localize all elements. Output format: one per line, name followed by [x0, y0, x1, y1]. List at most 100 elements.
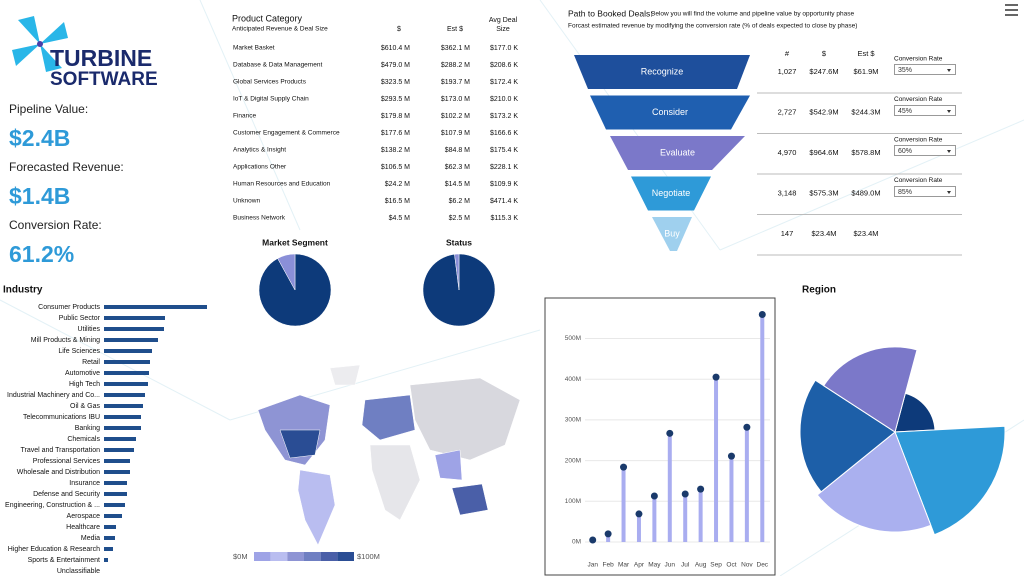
- y-tick-label: Utilities: [77, 326, 100, 333]
- x-tick-label: Aug: [695, 562, 707, 569]
- y-tick-label: Automotive: [65, 370, 100, 377]
- column-header: $: [397, 26, 401, 33]
- chart-title: Market Segment: [262, 237, 328, 247]
- table-cell: $173.0 M: [441, 96, 470, 103]
- chart-frame: [544, 297, 776, 576]
- table-cell: $2.5 M: [449, 215, 471, 222]
- funnel-stage: [574, 55, 750, 89]
- bar: [104, 536, 115, 540]
- legend-swatch: [254, 552, 271, 561]
- conversion-rate-dropdown[interactable]: 35%: [894, 64, 956, 75]
- table-cell: $107.9 M: [441, 130, 470, 137]
- x-tick-label: Mar: [618, 562, 630, 569]
- x-tick-label: Nov: [741, 562, 753, 569]
- row-label: Market Basket: [233, 45, 275, 52]
- chart-title: Status: [446, 237, 472, 247]
- stage-label: Evaluate: [660, 147, 695, 157]
- polar-slice: [816, 431, 932, 533]
- y-tick-label: Life Sciences: [58, 348, 100, 355]
- funnel-description: Below you will find the volume and pipel…: [651, 11, 854, 18]
- legend-label: $0M: [233, 552, 248, 561]
- y-tick-label: Insurance: [69, 480, 100, 487]
- y-tick-label: Defense and Security: [33, 491, 100, 498]
- bar: [104, 437, 136, 441]
- conversion-rate-dropdown[interactable]: 85%: [894, 185, 956, 197]
- bar: [104, 492, 127, 496]
- polar-slice: [823, 346, 918, 433]
- x-tick-label: Feb: [603, 562, 615, 569]
- stage-value: $542.9M: [809, 107, 838, 116]
- y-tick-label: 200M: [565, 457, 581, 464]
- chart-title: Region: [802, 285, 836, 296]
- logo-text: SOFTWARE: [50, 69, 158, 90]
- x-tick-label: Jul: [681, 562, 690, 569]
- funnel-stage: [590, 95, 750, 130]
- y-tick-label: Mill Products & Mining: [31, 337, 100, 344]
- bar: [104, 305, 207, 309]
- table-cell: $6.2 M: [449, 198, 471, 205]
- y-tick-label: Chemicals: [67, 436, 100, 443]
- legend-swatch: [270, 552, 288, 561]
- bar: [104, 404, 143, 408]
- y-tick-label: Aerospace: [67, 513, 101, 520]
- table-cell: $102.2 M: [441, 113, 470, 120]
- lollipop-point: [604, 530, 612, 538]
- stage-value: $247.6M: [809, 67, 838, 76]
- y-tick-label: Media: [81, 535, 100, 542]
- y-tick-label: Higher Education & Research: [8, 546, 100, 553]
- table-title: Product Category: [232, 13, 303, 23]
- lollipop-point: [635, 510, 643, 518]
- stage-est: $61.9M: [853, 67, 878, 76]
- bar: [104, 338, 158, 342]
- table-cell: $177.0 K: [490, 45, 518, 52]
- conversion-rate-dropdown[interactable]: 45%: [894, 104, 956, 116]
- bar: [104, 547, 113, 551]
- stage-est: $578.8M: [851, 148, 880, 157]
- stage-label: Buy: [664, 228, 680, 238]
- y-tick-label: Telecommunications IBU: [23, 414, 100, 421]
- table-cell: $138.2 M: [381, 147, 410, 154]
- lollipop-point: [666, 429, 674, 437]
- hamburger-menu[interactable]: [1005, 4, 1018, 16]
- stage-est: $489.0M: [851, 188, 880, 197]
- table-cell: $173.2 K: [490, 113, 518, 120]
- legend-swatch: [337, 552, 354, 561]
- legend-swatch: [287, 552, 304, 561]
- stage-label: Negotiate: [652, 188, 691, 198]
- y-tick-label: 500M: [565, 335, 581, 342]
- y-tick-label: Industrial Machinery and Co...: [7, 392, 100, 399]
- bar: [104, 558, 108, 562]
- column-header: $: [822, 49, 827, 58]
- legend-swatch: [320, 552, 338, 561]
- table-cell: $479.0 M: [381, 62, 410, 69]
- y-tick-label: 0M: [572, 539, 581, 546]
- stage-count: 4,970: [778, 148, 797, 157]
- table-cell: $14.5 M: [445, 181, 470, 188]
- y-tick-label: 100M: [565, 498, 581, 505]
- y-tick-label: Banking: [75, 425, 100, 432]
- lollipop-point: [712, 373, 720, 381]
- bar: [104, 349, 152, 353]
- row-label: Unknown: [233, 198, 260, 205]
- y-tick-label: 300M: [565, 417, 581, 424]
- table-cell: $208.6 K: [490, 62, 518, 69]
- row-label: Human Resources and Education: [233, 181, 331, 188]
- polar-slice: [894, 425, 1006, 536]
- funnel-stage: [610, 136, 745, 170]
- table-subtitle: Anticipated Revenue & Deal Size: [232, 26, 328, 33]
- funnel-stage: [631, 176, 711, 211]
- funnel-stage: [652, 217, 692, 251]
- table-cell: $210.0 K: [490, 96, 518, 103]
- table-cell: $288.2 M: [441, 62, 470, 69]
- table-cell: $177.6 M: [381, 130, 410, 137]
- stage-value: $964.6M: [809, 148, 838, 157]
- stage-label: Consider: [652, 107, 688, 117]
- pie-slice: [454, 253, 460, 291]
- table-cell: $166.6 K: [490, 130, 518, 137]
- stage-value: $23.4M: [811, 229, 836, 238]
- conversion-rate-dropdown[interactable]: 60%: [894, 145, 956, 156]
- kpi-value: $1.4B: [9, 183, 70, 209]
- legend-label: $100M: [357, 552, 380, 561]
- table-cell: $109.9 K: [490, 181, 518, 188]
- lollipop-point: [743, 423, 751, 431]
